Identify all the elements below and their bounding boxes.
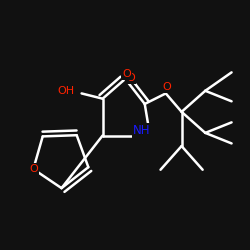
Text: NH: NH [133, 124, 151, 137]
Text: O: O [163, 82, 172, 92]
Text: O: O [122, 69, 131, 79]
Text: O: O [29, 164, 38, 174]
Text: O: O [126, 73, 135, 83]
Text: OH: OH [57, 86, 74, 96]
